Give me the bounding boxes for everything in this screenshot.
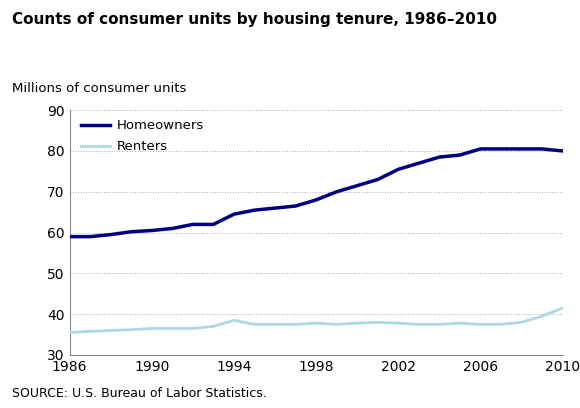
- Renters: [354, 321, 361, 326]
- Homeowners: [66, 234, 73, 239]
- Line: Renters: Renters: [70, 308, 563, 333]
- Homeowners: [313, 197, 320, 202]
- Renters: [230, 318, 237, 323]
- Homeowners: [292, 204, 299, 208]
- Homeowners: [210, 222, 217, 227]
- Renters: [415, 322, 422, 327]
- Renters: [395, 321, 402, 326]
- Renters: [86, 329, 93, 334]
- Renters: [559, 306, 566, 310]
- Homeowners: [169, 226, 176, 231]
- Homeowners: [539, 146, 546, 151]
- Renters: [66, 330, 73, 335]
- Homeowners: [128, 229, 135, 234]
- Homeowners: [559, 149, 566, 153]
- Renters: [333, 322, 340, 327]
- Homeowners: [148, 228, 155, 233]
- Renters: [148, 326, 155, 331]
- Renters: [251, 322, 258, 327]
- Renters: [518, 320, 525, 325]
- Homeowners: [415, 161, 422, 166]
- Line: Homeowners: Homeowners: [70, 149, 563, 237]
- Renters: [107, 328, 114, 333]
- Homeowners: [395, 167, 402, 172]
- Renters: [169, 326, 176, 331]
- Homeowners: [456, 153, 463, 157]
- Renters: [498, 322, 505, 327]
- Renters: [271, 322, 278, 327]
- Renters: [374, 320, 381, 325]
- Homeowners: [354, 183, 361, 188]
- Renters: [539, 314, 546, 319]
- Renters: [128, 327, 135, 332]
- Renters: [456, 321, 463, 326]
- Homeowners: [518, 146, 525, 151]
- Renters: [436, 322, 443, 327]
- Text: Counts of consumer units by housing tenure, 1986–2010: Counts of consumer units by housing tenu…: [12, 12, 496, 27]
- Renters: [313, 321, 320, 326]
- Homeowners: [477, 146, 484, 151]
- Homeowners: [230, 212, 237, 217]
- Text: SOURCE: U.S. Bureau of Labor Statistics.: SOURCE: U.S. Bureau of Labor Statistics.: [12, 387, 266, 400]
- Homeowners: [107, 232, 114, 237]
- Homeowners: [251, 208, 258, 213]
- Homeowners: [86, 234, 93, 239]
- Renters: [189, 326, 196, 331]
- Text: Millions of consumer units: Millions of consumer units: [12, 82, 186, 95]
- Renters: [210, 324, 217, 329]
- Legend: Homeowners, Renters: Homeowners, Renters: [81, 119, 204, 153]
- Homeowners: [271, 206, 278, 211]
- Homeowners: [333, 189, 340, 194]
- Homeowners: [374, 177, 381, 182]
- Homeowners: [436, 155, 443, 160]
- Homeowners: [498, 146, 505, 151]
- Renters: [292, 322, 299, 327]
- Renters: [477, 322, 484, 327]
- Homeowners: [189, 222, 196, 227]
